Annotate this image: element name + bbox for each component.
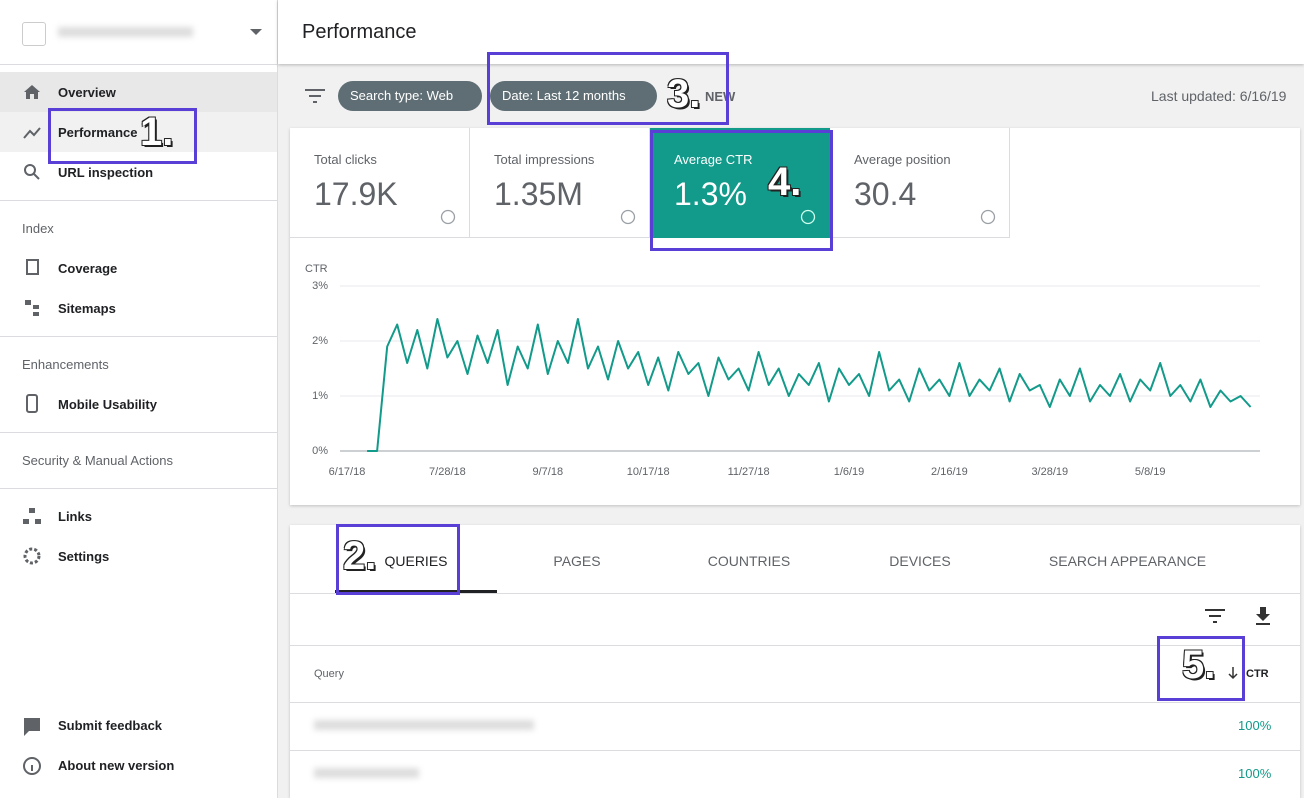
ctr-cell: 100% [1238, 718, 1272, 733]
nav-section[interactable]: Index [22, 221, 54, 236]
ctr-line [367, 318, 1252, 452]
metric-card-selected[interactable] [650, 128, 830, 238]
filter-chip[interactable]: Search type: Web [338, 81, 482, 111]
metric-label: Total impressions [494, 152, 595, 167]
metric-label: Average position [854, 152, 951, 167]
nav-active-bg [0, 72, 277, 112]
nav-section[interactable]: Enhancements [22, 357, 109, 372]
y-axis-label: CTR [305, 263, 328, 275]
tab[interactable]: PAGES [553, 553, 601, 569]
x-tick-label: 2/16/19 [931, 466, 968, 478]
ctr-cell: 100% [1238, 766, 1272, 781]
annotation-box [487, 52, 729, 125]
filter-chip[interactable]: Date: Last 12 months [490, 81, 657, 111]
annotation-number: 5. [1182, 643, 1216, 687]
last-updated: Last updated: 6/16/19 [1151, 88, 1287, 104]
dropdown-icon[interactable] [250, 28, 262, 36]
annotation-number: 3. [667, 72, 701, 116]
ctr-chart: CTR 0% 1% 2% 3% 6/17/18 7/28/18 9/7/18 10/17/18… [305, 263, 1260, 478]
annotation-number: 2. [343, 534, 377, 578]
nav-item[interactable]: URL inspection [58, 165, 154, 180]
nav-item[interactable]: Coverage [58, 261, 118, 276]
metric-card[interactable] [470, 128, 650, 238]
column-header[interactable]: CTR [1246, 668, 1269, 680]
x-tick-label: 1/6/19 [834, 466, 865, 478]
x-tick-label: 6/17/18 [329, 466, 366, 478]
query-blurred [314, 720, 534, 730]
x-tick-label: 9/7/18 [533, 466, 564, 478]
x-tick-label: 10/17/18 [627, 466, 670, 478]
annotation-box [1157, 636, 1245, 701]
query-blurred [314, 768, 419, 778]
nav-item[interactable]: Performance [58, 125, 138, 140]
metric-label: Average CTR [674, 152, 753, 167]
x-tick-label: 3/28/19 [1031, 466, 1068, 478]
x-tick-label: 7/28/18 [429, 466, 466, 478]
annotation-number: 4. [768, 160, 802, 204]
page-title: Performance [302, 21, 417, 43]
metric-card[interactable] [830, 128, 1010, 238]
help-icons [440, 209, 996, 225]
nav-item[interactable]: Settings [58, 549, 110, 564]
nav-item[interactable]: About new version [58, 758, 175, 773]
tab[interactable]: DEVICES [889, 553, 951, 569]
tab[interactable]: COUNTRIES [707, 553, 791, 569]
x-tick-label: 11/27/18 [728, 466, 770, 478]
annotation-number: 1. [140, 110, 174, 154]
nav-item[interactable]: Links [58, 509, 92, 524]
table-toolbar-icons[interactable] [1205, 607, 1275, 627]
filter-icon[interactable] [305, 89, 325, 103]
annotation-box [650, 130, 833, 251]
y-tick-label: 1% [312, 390, 328, 402]
y-tick-label: 0% [312, 445, 328, 457]
nav-icons [23, 85, 41, 775]
tab-active[interactable]: QUERIES [384, 553, 448, 569]
metric-label: Total clicks [314, 152, 377, 167]
nav-item[interactable]: Submit feedback [58, 718, 163, 733]
nav-item[interactable]: Overview [58, 85, 116, 100]
nav-section[interactable]: Security & Manual Actions [22, 453, 174, 468]
metric-value: 1.3% [674, 176, 747, 212]
column-header[interactable]: Query [314, 668, 344, 680]
sort-arrow[interactable] [1227, 666, 1239, 680]
site-icon[interactable] [22, 22, 46, 46]
nav-item[interactable]: Sitemaps [58, 301, 116, 316]
metric-value: 17.9K [314, 176, 398, 212]
annotation-box [48, 108, 197, 164]
site-url-blurred[interactable] [58, 27, 193, 37]
metric-card[interactable] [290, 128, 470, 238]
y-tick-label: 3% [312, 280, 328, 292]
metric-value: 1.35M [494, 176, 583, 212]
metric-value: 30.4 [854, 176, 917, 212]
nav-hover-bg [0, 112, 277, 152]
x-tick-label: 5/8/19 [1135, 466, 1166, 478]
nav-item[interactable]: Mobile Usability [58, 397, 157, 412]
annotation-box [336, 524, 460, 595]
y-tick-label: 2% [312, 335, 328, 347]
tab[interactable]: SEARCH APPEARANCE [1048, 553, 1207, 569]
top-bar [278, 0, 1304, 64]
tab-underline [335, 590, 497, 593]
